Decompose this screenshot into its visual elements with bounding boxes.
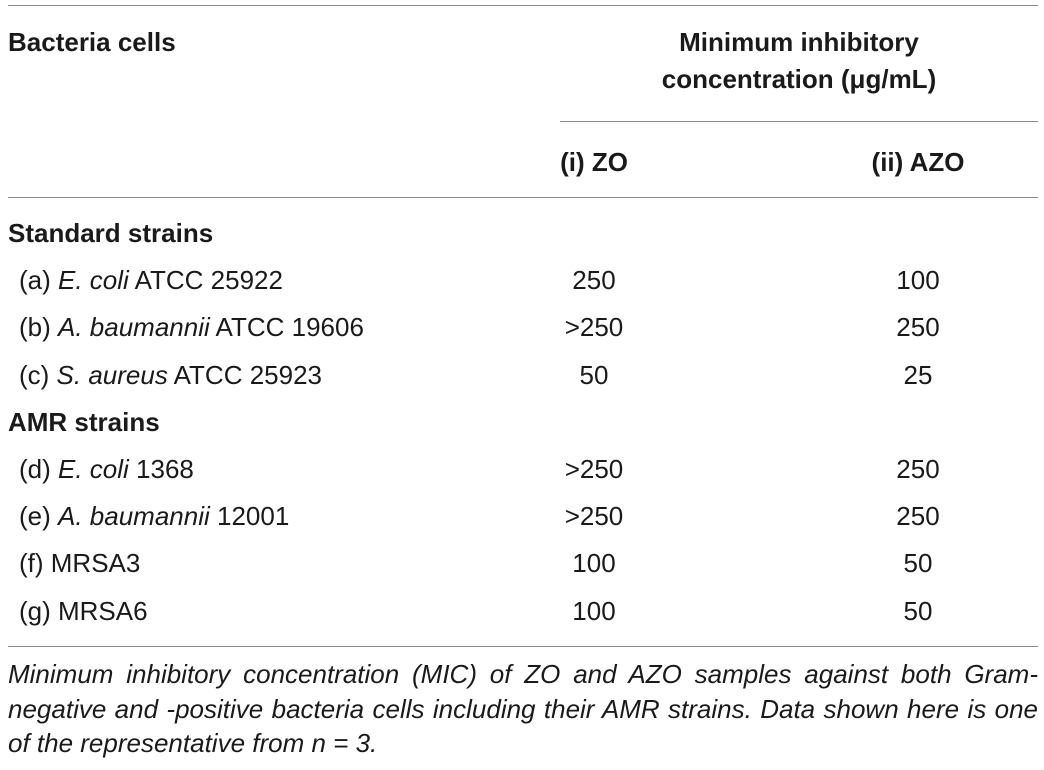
mic-azo-cell: 50	[903, 548, 933, 579]
strain-id: ATCC 25923	[167, 359, 323, 390]
table-top-rule	[8, 5, 1038, 6]
column-group-header-line1: Minimum inhibitory	[679, 27, 919, 57]
column-group-header-line2: concentration (μg/mL)	[661, 64, 937, 94]
mic-azo-cell: 250	[896, 454, 940, 484]
section-heading: Standard strains	[8, 218, 214, 248]
species-name: S. aureus	[56, 359, 168, 390]
species-name: A. baumannii	[58, 312, 210, 343]
strain-label: (g) MRSA6	[19, 595, 148, 626]
strain-id: ATCC 19606	[209, 312, 364, 343]
header-bottom-rule	[8, 197, 1038, 198]
column-group-rule	[560, 121, 1038, 122]
strain-name-cell: (g) MRSA6	[19, 596, 148, 626]
strain-name-cell: (e) A. baumannii 12001	[19, 501, 289, 531]
mic-azo-cell: 250	[896, 312, 940, 343]
species-name: A. baumannii	[58, 501, 210, 532]
strain-id: ATCC 25922	[128, 265, 283, 296]
mic-azo-cell: 25	[903, 359, 933, 390]
mic-zo-cell: >250	[564, 501, 624, 532]
mic-zo-cell: 50	[579, 359, 609, 390]
strain-id: 12001	[209, 501, 290, 532]
mic-zo-cell: 100	[572, 595, 616, 626]
section-heading: AMR strains	[8, 406, 160, 437]
mic-azo-cell: 50	[903, 595, 933, 626]
species-name: E. coli	[58, 454, 129, 484]
mic-azo-cell: 250	[896, 501, 940, 532]
table-caption: Minimum inhibitory concentration (MIC) o…	[8, 659, 1038, 758]
strain-label: (b)	[19, 312, 58, 343]
strain-label: (f) MRSA3	[19, 548, 141, 579]
strain-label: (a)	[19, 265, 58, 296]
column-header-bacteria-cells: Bacteria cells	[8, 27, 176, 57]
strain-name-cell: (a) E. coli ATCC 25922	[19, 265, 283, 295]
strain-name-cell: (f) MRSA3	[19, 548, 140, 578]
strain-name-cell: (d) E. coli 1368	[19, 454, 194, 484]
strain-label: (c)	[19, 359, 57, 390]
mic-azo-cell: 100	[896, 265, 940, 296]
mic-zo-cell: 250	[572, 265, 616, 296]
strain-name-cell: (b) A. baumannii ATCC 19606	[19, 312, 364, 342]
mic-zo-cell: 100	[572, 548, 616, 579]
mic-zo-cell: >250	[564, 454, 624, 484]
strain-label: (e)	[19, 501, 58, 532]
table-bottom-rule	[8, 646, 1038, 647]
strain-id: 1368	[128, 454, 194, 484]
strain-label: (d)	[19, 454, 58, 484]
species-name: E. coli	[58, 265, 129, 296]
strain-name-cell: (c) S. aureus ATCC 25923	[19, 360, 322, 390]
column-header-zo: (i) ZO	[560, 147, 628, 177]
mic-zo-cell: >250	[564, 312, 624, 343]
column-header-azo: (ii) AZO	[871, 147, 965, 177]
